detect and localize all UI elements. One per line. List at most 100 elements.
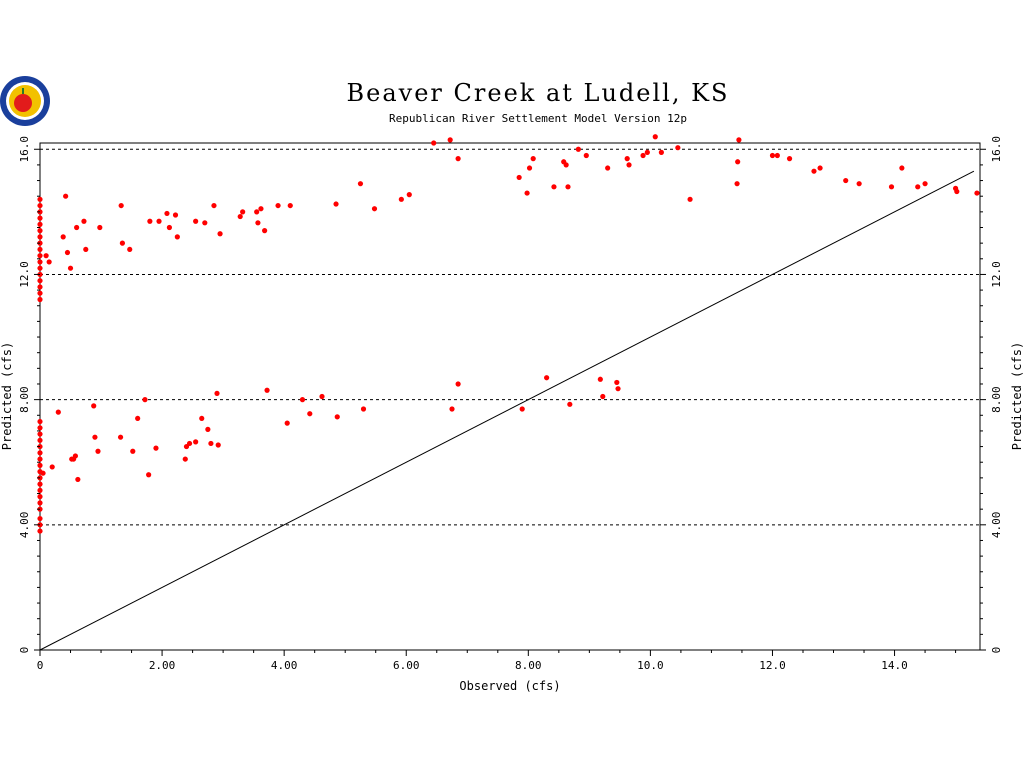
apple-stem-icon [22,88,24,94]
data-point [687,196,693,202]
x-tick-label: 0 [37,659,44,672]
apple-icon [14,94,32,112]
data-point [406,192,412,198]
data-point [583,152,589,159]
data-point [856,181,862,187]
y-tick-label-left: 4.00 [18,512,31,539]
data-point [398,196,404,202]
data-point [526,165,533,171]
data-point [146,472,152,478]
data-point [519,406,525,412]
data-point [974,190,980,196]
y-tick-label-right: 16.0 [990,136,1003,163]
data-point [166,224,173,231]
data-point [199,415,205,422]
data-point [447,137,453,143]
data-point [817,165,823,171]
data-point [37,284,43,290]
data-point [615,386,621,392]
data-point [63,193,69,199]
data-point [37,431,43,437]
data-point [49,464,55,470]
data-point [307,411,313,417]
data-point [135,415,141,422]
data-point [626,162,632,168]
data-point [153,445,159,451]
data-point [922,181,928,187]
data-point [565,184,571,190]
data-point [37,228,43,234]
x-tick-label: 10.0 [637,659,664,672]
data-point [652,134,658,140]
data-point [37,221,43,227]
data-point [92,434,98,440]
data-point [551,184,557,190]
data-point [37,246,43,253]
data-point [644,149,650,155]
data-point [60,234,66,240]
data-point [843,177,849,184]
reference-line [39,170,975,651]
data-point [786,156,793,162]
data-point [254,209,260,215]
data-point [333,201,339,207]
data-point [567,401,573,407]
data-point [97,224,103,231]
x-tick-label: 6.00 [393,659,420,672]
data-point [899,165,905,171]
data-point [174,234,180,240]
data-point [37,528,43,534]
data-point [37,494,43,500]
data-point [334,414,340,420]
data-point [915,184,921,190]
data-point [431,140,437,146]
data-point [524,190,530,196]
data-point [319,393,325,400]
data-point [37,265,43,271]
data-point [67,265,74,271]
data-point [208,440,214,447]
x-axis-label: Observed (cfs) [459,679,560,693]
y-axis-ticks: 0 0 4.00 4.00 8.00 8.00 12.0 12.0 16.0 16.0 [18,136,1003,653]
data-point [544,375,550,381]
gridlines [40,148,980,526]
data-point [640,152,646,159]
y-axis-label-right: Predicted (cfs) [1010,342,1024,450]
data-point [37,234,43,240]
data-point [811,168,817,174]
data-point [37,290,43,296]
data-point [675,145,681,151]
data-point [37,500,43,506]
data-point [193,439,199,445]
data-point [449,406,455,412]
y-tick-label-left: 12.0 [18,261,31,288]
data-point [117,434,124,440]
data-point [182,456,188,462]
data-point [40,470,46,476]
data-point [72,453,79,459]
chart-subtitle: Republican River Settlement Model Versio… [389,112,687,125]
plot-area-frame [39,142,981,651]
data-point [130,448,136,454]
data-point [455,156,461,162]
x-axis-ticks: 0 2.00 4.00 6.00 8.00 10.0 12.0 14.0 [37,650,957,672]
data-point [91,403,97,409]
data-point [734,181,740,187]
data-point [37,202,43,209]
data-point [237,213,243,220]
data-point [600,393,606,400]
data-point [147,218,153,224]
y-tick-label-right: 4.00 [990,512,1003,539]
data-point [119,240,126,246]
data-point [37,437,43,443]
data-point [37,253,43,259]
x-tick-label: 2.00 [149,659,176,672]
data-point [37,487,43,493]
data-point [605,165,611,171]
data-point [164,210,170,217]
apple-seal-logo [0,76,50,126]
data-point [37,296,43,303]
data-point [74,224,80,231]
y-tick-label-right: 12.0 [990,261,1003,288]
